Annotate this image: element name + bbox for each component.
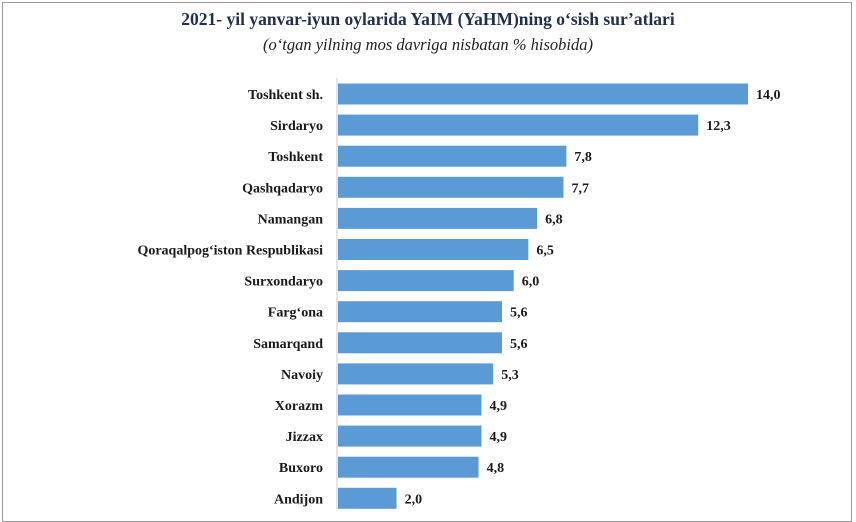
category-label: Buxoro (279, 461, 323, 476)
data-label: 4,8 (487, 461, 505, 476)
data-label: 7,7 (572, 181, 590, 196)
category-label: Samarqand (253, 337, 323, 352)
data-label: 7,8 (574, 150, 592, 165)
data-label: 2,0 (405, 492, 423, 507)
category-label: Qashqadaryo (242, 181, 323, 196)
category-label: Farg‘ona (268, 306, 323, 321)
bar (338, 425, 482, 447)
data-label: 4,9 (490, 399, 508, 414)
chart-subtitle: (o‘tgan yilning mos davriga nisbatan % h… (263, 35, 593, 54)
bar (338, 176, 564, 198)
bar (338, 114, 699, 136)
category-label: Jizzax (286, 430, 323, 445)
chart-title: 2021- yil yanvar-iyun oylarida YaIM (YaH… (181, 9, 675, 29)
category-label: Toshkent (268, 150, 323, 165)
bar (338, 487, 397, 509)
data-label: 5,6 (510, 306, 528, 321)
data-label: 6,5 (536, 244, 554, 259)
category-label: Navoiy (281, 368, 323, 383)
data-label: 4,9 (490, 430, 508, 445)
data-label: 5,6 (510, 337, 528, 352)
bar (338, 363, 494, 385)
category-label: Toshkent sh. (248, 88, 323, 103)
category-label: Andijon (274, 492, 323, 507)
data-label: 5,3 (501, 368, 519, 383)
category-label: Sirdaryo (270, 119, 323, 134)
data-label: 6,8 (545, 212, 563, 227)
bar (338, 456, 479, 478)
bar (338, 301, 502, 323)
bar-chart: Toshkent sh. 14,0 Sirdaryo 12,3 Toshkent 7,8 Q… (137, 78, 781, 509)
bar (338, 145, 567, 167)
bar (338, 207, 538, 229)
category-label: Qoraqalpog‘iston Respublikasi (137, 244, 323, 259)
bar (338, 239, 529, 260)
bar (338, 270, 514, 292)
data-label: 6,0 (522, 275, 540, 290)
bar (338, 394, 482, 416)
data-label: 12,3 (706, 119, 731, 134)
category-label: Surxondaryo (244, 275, 323, 290)
category-label: Namangan (258, 212, 324, 227)
category-label: Xorazm (275, 399, 324, 414)
data-label: 14,0 (756, 88, 781, 103)
bar (338, 83, 748, 105)
bar (338, 332, 502, 354)
